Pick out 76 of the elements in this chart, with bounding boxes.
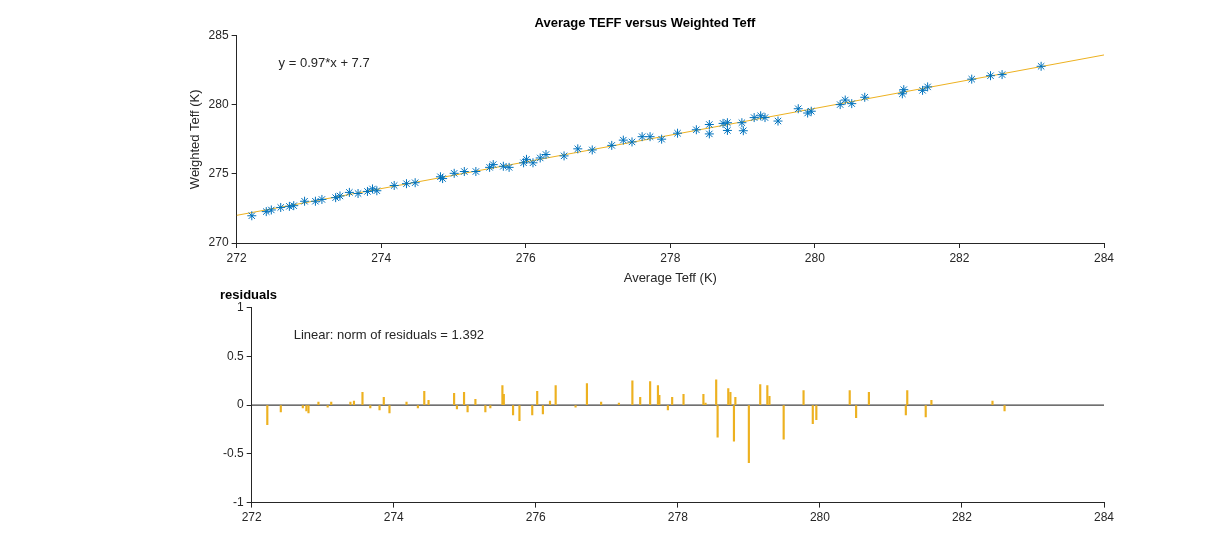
x-tick-label: 276 xyxy=(525,510,547,525)
x-tick-label: 282 xyxy=(951,510,973,525)
y-tick-label: 270 xyxy=(208,235,229,250)
bar xyxy=(541,405,544,415)
bar xyxy=(782,405,785,440)
bar xyxy=(1003,405,1006,412)
bar xyxy=(511,405,515,416)
bar xyxy=(378,405,381,411)
y-tick-label: -1 xyxy=(233,494,244,509)
bar xyxy=(991,400,994,405)
y-tick-label: 275 xyxy=(208,166,229,181)
chart-title: Average TEFF versus Weighted Teff xyxy=(534,15,757,31)
bar xyxy=(729,392,732,405)
bar xyxy=(574,405,577,408)
bar xyxy=(867,392,870,405)
bar xyxy=(759,384,762,405)
bar xyxy=(747,405,750,463)
bar xyxy=(423,391,426,405)
bar xyxy=(855,405,858,419)
x-tick-label: 280 xyxy=(804,250,826,265)
bar xyxy=(930,399,933,405)
x-tick-label: 274 xyxy=(383,510,405,525)
bar xyxy=(518,405,521,422)
x-tick-label: 276 xyxy=(515,250,537,265)
bar xyxy=(388,405,391,414)
bar xyxy=(453,393,456,405)
x-tick-label: 278 xyxy=(660,250,681,265)
bar xyxy=(585,383,588,405)
bar xyxy=(266,405,269,425)
bar xyxy=(405,401,408,405)
annotation: Linear: norm of residuals = 1.392 xyxy=(293,327,485,343)
y-tick-label: 280 xyxy=(208,97,229,112)
bar xyxy=(361,392,364,405)
bar xyxy=(671,396,674,405)
bar xyxy=(848,390,851,405)
y-tick-label: 0.5 xyxy=(226,348,244,363)
x-tick-label: 284 xyxy=(1093,250,1115,265)
bar xyxy=(802,390,805,405)
bar xyxy=(682,394,685,405)
bar xyxy=(639,396,642,405)
x-tick-label: 284 xyxy=(1093,510,1115,525)
bar xyxy=(811,405,814,424)
annotation: y = 0.97*x + 7.7 xyxy=(278,55,370,71)
bar xyxy=(766,385,769,405)
bar xyxy=(427,399,430,405)
x-tick-label: 278 xyxy=(667,510,689,525)
x-tick-label: 272 xyxy=(241,510,263,525)
bar xyxy=(727,388,730,405)
y-axis-title: Weighted Teff (K) xyxy=(187,89,203,190)
bar xyxy=(631,380,634,405)
y-tick-label: 285 xyxy=(208,27,229,42)
bar xyxy=(466,405,469,413)
x-axis-title: Average Teff (K) xyxy=(623,269,717,285)
bar xyxy=(924,405,927,418)
bar xyxy=(715,379,718,405)
x-tick-label: 282 xyxy=(949,250,970,265)
x-tick-label: 280 xyxy=(809,510,831,525)
bar xyxy=(462,392,466,405)
bar xyxy=(716,405,719,438)
bar xyxy=(649,381,652,405)
bar xyxy=(531,405,534,416)
bar xyxy=(501,385,504,405)
x-tick-label: 274 xyxy=(371,250,392,265)
y-tick-label: 0 xyxy=(236,397,244,412)
bar xyxy=(474,398,477,405)
x-tick-label: 272 xyxy=(226,250,247,265)
bar xyxy=(279,405,282,413)
bar xyxy=(382,396,385,405)
bar xyxy=(702,394,705,405)
bar xyxy=(536,391,539,405)
bar xyxy=(554,385,557,405)
bar xyxy=(815,405,818,421)
bar xyxy=(666,405,669,411)
bar xyxy=(317,401,320,405)
y-tick-label: -0.5 xyxy=(222,446,244,461)
bar xyxy=(484,405,487,413)
